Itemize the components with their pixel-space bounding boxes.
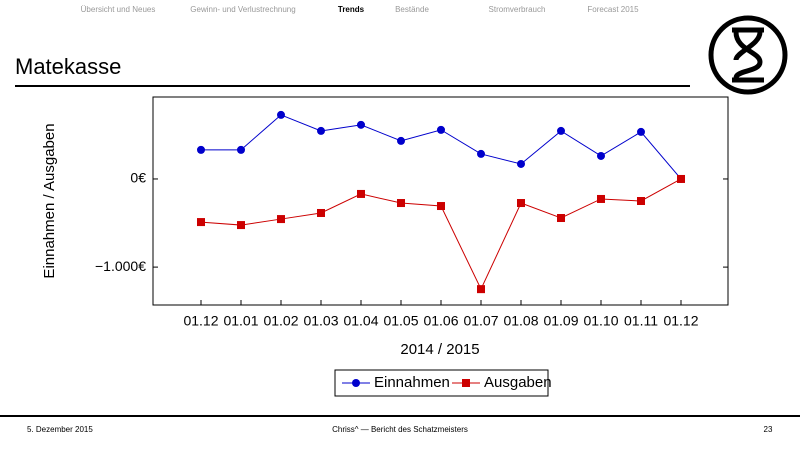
x-tick-label: 01.11 bbox=[624, 313, 658, 329]
data-point bbox=[357, 120, 365, 129]
data-point bbox=[477, 149, 485, 158]
data-point bbox=[237, 145, 245, 154]
nav-item: Trends bbox=[338, 5, 365, 14]
x-tick-label: 01.03 bbox=[303, 313, 338, 329]
data-point bbox=[437, 125, 445, 134]
legend-label: Ausgaben bbox=[484, 374, 552, 391]
y-axis-label: Einnahmen / Ausgaben bbox=[41, 123, 58, 278]
data-point bbox=[597, 194, 605, 203]
nav-item: Forecast 2015 bbox=[587, 5, 639, 14]
data-point bbox=[317, 208, 325, 217]
data-point bbox=[437, 202, 445, 211]
data-point bbox=[317, 126, 325, 135]
data-point bbox=[677, 174, 685, 183]
slide-title: Matekasse bbox=[15, 54, 121, 79]
data-point bbox=[197, 218, 205, 227]
data-point bbox=[277, 110, 285, 119]
series-line bbox=[201, 114, 682, 180]
x-tick-label: 01.02 bbox=[263, 313, 298, 329]
nav-item: Übersicht und Neues bbox=[81, 5, 156, 14]
nav-item: Gewinn- und Verlustrechnung bbox=[190, 5, 295, 14]
x-axis-label: 2014 / 2015 bbox=[400, 341, 479, 358]
x-tick-label: 01.07 bbox=[463, 313, 498, 329]
data-point bbox=[557, 126, 565, 135]
legend-label: Einnahmen bbox=[374, 374, 450, 391]
footer-date: 5. Dezember 2015 bbox=[27, 425, 93, 434]
data-point bbox=[637, 127, 645, 136]
x-tick-label: 01.12 bbox=[183, 313, 218, 329]
legend-marker bbox=[462, 379, 470, 387]
x-tick-label: 01.08 bbox=[503, 313, 538, 329]
footer-page: 23 bbox=[764, 425, 773, 434]
data-point bbox=[397, 136, 405, 145]
logo bbox=[708, 15, 788, 95]
data-point bbox=[237, 221, 245, 230]
x-tick-label: 01.05 bbox=[383, 313, 418, 329]
legend-marker bbox=[352, 379, 360, 387]
data-point bbox=[277, 215, 285, 224]
x-tick-label: 01.06 bbox=[423, 313, 458, 329]
data-point bbox=[477, 285, 485, 294]
x-tick-label: 01.01 bbox=[223, 313, 258, 329]
x-tick-label: 01.04 bbox=[343, 313, 378, 329]
x-tick-label: 01.10 bbox=[583, 313, 618, 329]
data-point bbox=[517, 159, 525, 168]
data-point bbox=[557, 214, 565, 223]
x-tick-label: 01.12 bbox=[663, 313, 698, 329]
legend-box bbox=[334, 369, 549, 397]
x-tick-label: 01.09 bbox=[543, 313, 578, 329]
data-point bbox=[597, 151, 605, 160]
y-tick-label: −1.000€ bbox=[95, 258, 146, 274]
y-tick-label: 0€ bbox=[130, 170, 146, 186]
footer-center: Chriss^ — Bericht des Schatzmeisters bbox=[332, 425, 468, 434]
data-point bbox=[357, 189, 365, 198]
data-point bbox=[517, 199, 525, 208]
nav-item: Stromverbrauch bbox=[489, 5, 546, 14]
data-point bbox=[397, 199, 405, 208]
nav-item: Bestände bbox=[395, 5, 429, 14]
series-line bbox=[200, 178, 682, 291]
data-point bbox=[197, 145, 205, 154]
data-point bbox=[637, 197, 645, 205]
